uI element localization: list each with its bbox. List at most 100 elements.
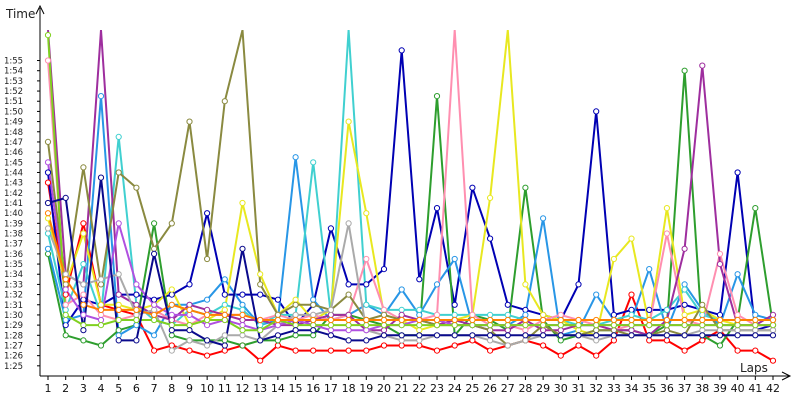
data-point <box>628 332 635 339</box>
data-point <box>363 327 370 334</box>
data-point <box>239 316 246 324</box>
data-point <box>699 306 706 313</box>
data-point <box>204 311 211 318</box>
data-point <box>380 266 388 273</box>
data-point <box>292 154 299 161</box>
data-point <box>681 347 688 354</box>
series-line-4 <box>47 95 774 337</box>
data-point <box>44 230 52 237</box>
data-point <box>416 276 423 283</box>
data-point <box>327 306 334 313</box>
data-point <box>540 215 547 222</box>
data-point <box>310 347 317 354</box>
data-point <box>97 306 105 313</box>
data-point <box>593 322 600 329</box>
data-point <box>716 261 724 268</box>
data-point <box>274 296 281 303</box>
data-point <box>274 316 281 324</box>
data-point <box>115 332 122 339</box>
y-tick-label: 1:40 <box>4 209 23 219</box>
data-point <box>469 332 476 339</box>
data-point <box>752 332 759 339</box>
x-tick-label: 15 <box>289 382 303 395</box>
data-point <box>699 301 706 308</box>
data-point <box>221 347 228 354</box>
data-point <box>363 337 370 344</box>
x-tick-label: 26 <box>483 382 497 395</box>
data-point <box>610 316 618 324</box>
y-tick-label: 1:39 <box>4 219 23 229</box>
data-point <box>115 291 122 298</box>
data-point <box>398 322 405 329</box>
series-line-7 <box>47 30 773 332</box>
data-point <box>610 322 618 329</box>
data-point <box>681 332 688 339</box>
data-point <box>80 291 87 298</box>
data-point <box>115 327 122 334</box>
data-point <box>433 205 441 212</box>
x-tick-label: 40 <box>731 382 745 395</box>
data-point <box>44 159 52 166</box>
data-point <box>239 332 246 339</box>
data-point <box>769 357 777 364</box>
data-point <box>575 316 582 324</box>
data-point <box>469 184 476 191</box>
series-group <box>44 30 777 364</box>
data-point <box>540 322 547 329</box>
data-point <box>593 108 600 115</box>
data-point <box>699 316 706 324</box>
data-point <box>610 311 618 318</box>
data-point <box>593 291 600 298</box>
y-tick-label: 1:30 <box>4 311 23 321</box>
x-tick-label: 38 <box>695 382 709 395</box>
data-point <box>221 332 228 339</box>
data-point <box>646 316 653 324</box>
x-tick-label: 30 <box>554 382 568 395</box>
x-tick-label: 13 <box>253 382 267 395</box>
data-point <box>433 93 441 100</box>
data-point <box>433 316 441 324</box>
x-axis-arrow <box>781 371 792 381</box>
data-point <box>97 322 105 329</box>
data-point <box>168 342 175 349</box>
data-point <box>62 316 69 324</box>
x-tick-label: 2 <box>62 382 69 395</box>
data-point <box>133 291 140 298</box>
data-point <box>681 316 688 324</box>
data-point <box>327 322 334 329</box>
data-point <box>239 322 246 329</box>
data-point <box>186 322 193 329</box>
y-tick-label: 1:38 <box>4 230 23 240</box>
y-tick-label: 1:43 <box>4 179 23 189</box>
data-point <box>133 184 140 191</box>
y-tick-label: 1:37 <box>4 240 23 250</box>
y-tick-label: 1:45 <box>4 158 23 168</box>
data-point <box>433 281 441 288</box>
x-tick-label: 29 <box>536 382 550 395</box>
data-point <box>168 291 175 298</box>
data-point <box>310 311 317 318</box>
data-point <box>540 332 547 339</box>
data-point <box>504 322 511 329</box>
data-point <box>752 316 759 324</box>
data-point <box>115 301 122 308</box>
data-point <box>115 220 122 227</box>
data-point <box>274 311 281 318</box>
y-tick-label: 1:42 <box>4 189 23 199</box>
data-point <box>681 281 688 288</box>
data-point <box>80 220 87 227</box>
data-point <box>646 337 653 344</box>
data-point <box>97 276 105 283</box>
data-point <box>345 281 352 288</box>
data-point <box>133 337 140 344</box>
data-point <box>398 337 405 344</box>
data-point <box>699 337 706 344</box>
data-point <box>310 316 317 324</box>
data-point <box>62 332 69 339</box>
data-point <box>716 316 724 324</box>
data-point <box>44 169 52 176</box>
data-point <box>151 245 158 252</box>
data-point <box>752 322 759 329</box>
data-point <box>80 281 87 288</box>
data-point <box>734 169 741 176</box>
